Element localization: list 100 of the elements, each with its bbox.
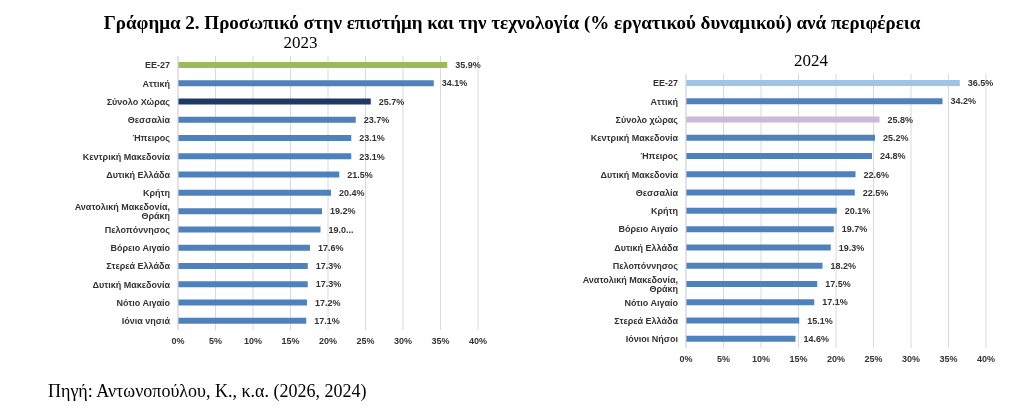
y-tick-label: Θεσσαλία (127, 115, 171, 126)
x-tick-label: 5% (208, 336, 223, 347)
y-tick-label: Δυτική Ελλάδα (614, 242, 679, 253)
x-tick-label: 0% (679, 354, 693, 365)
x-tick-label: 35% (431, 336, 450, 347)
bar (686, 226, 834, 233)
data-label: 17.2% (315, 297, 341, 308)
bar (686, 80, 960, 86)
bar (178, 226, 321, 233)
chart-title: Γράφημα 2. Προσωπικό στην επιστήμη και την τεχνολογία (% εργατικού δυναμικού) ανά περιφέρεια (102, 11, 922, 34)
data-label: 15.1% (807, 315, 833, 326)
y-tick-label: Ήπειρος (132, 133, 171, 144)
data-label: 17.1% (314, 315, 340, 326)
y-tick-label: Ιόνια νησιά (121, 316, 171, 327)
bar (178, 244, 310, 251)
bar (686, 280, 818, 287)
y-tick-label: Πελοπόννησος (104, 224, 171, 235)
x-tick-label: 30% (901, 354, 921, 365)
x-tick-label: 30% (393, 336, 413, 347)
bar (686, 317, 800, 324)
y-tick-label: Σύνολο Χώρας (106, 96, 171, 107)
bar (686, 244, 831, 251)
y-tick-label: Ήπειρος (640, 151, 679, 162)
y-tick-label: Στερεά Ελλάδα (614, 315, 679, 326)
bar (178, 135, 352, 142)
x-tick-label: 25% (864, 354, 883, 365)
y-tick-label: Νότιο Αιγαίο (116, 297, 171, 308)
x-tick-label: 10% (751, 354, 771, 365)
bar (178, 317, 307, 324)
chart-subtitle: 2024 (793, 51, 829, 70)
data-label: 20.4% (339, 188, 365, 199)
bar (178, 208, 322, 215)
y-tick-label: Αττική (650, 96, 678, 107)
x-tick-label: 0% (171, 336, 185, 347)
data-label: 36.5% (967, 78, 994, 89)
y-tick-label: Κρήτη (650, 206, 678, 217)
y-tick-label: Θεσσαλία (635, 187, 679, 198)
bar (178, 62, 448, 68)
y-tick-label: Βόρειο Αιγαίο (110, 243, 171, 253)
bar (686, 262, 823, 269)
data-label: 19.3% (838, 242, 865, 253)
y-tick-label: ΕΕ-27 (144, 60, 170, 71)
x-tick-label: 15% (789, 354, 808, 365)
data-label: 25.8% (887, 114, 914, 125)
y-tick-label: Ανατολική Μακεδονία, Θράκη (582, 274, 678, 294)
y-tick-label: Κεντρική Μακεδονία (590, 133, 679, 144)
data-label: 19.7% (841, 224, 868, 235)
y-tick-label: Σύνολο χώρας (615, 114, 679, 125)
data-label: 25.2% (883, 132, 909, 143)
x-tick-label: 40% (468, 336, 488, 347)
bar (178, 98, 371, 105)
data-label: 34.1% (441, 78, 468, 89)
data-label: 19.0... (328, 224, 354, 235)
data-label: 20.1% (844, 206, 871, 217)
data-label: 21.5% (347, 169, 373, 180)
y-tick-label: Δυτική Μακεδονία (92, 279, 171, 290)
text: Πηγή: Αντωνοπούλου, Κ., κ.α. (2026, 2024) (48, 381, 367, 402)
y-tick-label: ΕΕ-27 (652, 78, 678, 89)
data-label: 19.2% (330, 206, 356, 217)
data-label: 34.2% (950, 96, 977, 107)
y-tick-label: Νότιο Αιγαίο (624, 297, 679, 308)
y-tick-label: Ανατολική Μακεδονία, Θράκη (74, 201, 170, 221)
x-tick-label: 20% (318, 336, 338, 347)
data-label: 25.7% (378, 96, 405, 107)
data-label: 22.6% (863, 169, 890, 180)
chart-subtitle: 2023 (282, 33, 319, 52)
x-tick-label: 35% (939, 354, 958, 365)
data-label: 17.3% (315, 279, 342, 290)
bar (178, 80, 434, 87)
x-tick-label: 40% (976, 354, 996, 365)
bar (686, 98, 943, 105)
bar (178, 116, 356, 123)
y-tick-label: Δυτική Μακεδονία (600, 169, 679, 180)
bar (178, 189, 331, 196)
x-tick-label: 25% (356, 336, 375, 347)
data-label: 35.9% (455, 60, 481, 71)
data-label: 24.8% (880, 151, 906, 162)
bar (178, 171, 340, 178)
y-tick-label: Ιόνιοι Νήσοι (625, 334, 679, 345)
y-tick-label: Πελοπόννησος (612, 260, 679, 271)
bar (686, 153, 872, 160)
x-tick-label: 15% (281, 336, 300, 347)
y-tick-label: Στερεά Ελλάδα (106, 261, 171, 272)
y-tick-label: Αττική (142, 78, 170, 89)
x-tick-label: 20% (826, 354, 846, 365)
data-label: 17.3% (315, 261, 342, 272)
bar (178, 262, 308, 269)
x-tick-label: 5% (716, 354, 731, 365)
bar (178, 281, 308, 288)
bar (178, 153, 352, 160)
data-label: 14.6% (803, 333, 830, 344)
y-tick-label: Βόρειο Αιγαίο (618, 224, 679, 235)
data-label: 23.1% (359, 133, 385, 144)
bar (686, 335, 796, 342)
data-label: 17.1% (822, 297, 848, 308)
bar (686, 116, 880, 123)
bar (686, 299, 815, 306)
x-tick-label: 10% (243, 336, 263, 347)
data-label: 23.7% (363, 115, 390, 125)
bar (686, 189, 855, 196)
